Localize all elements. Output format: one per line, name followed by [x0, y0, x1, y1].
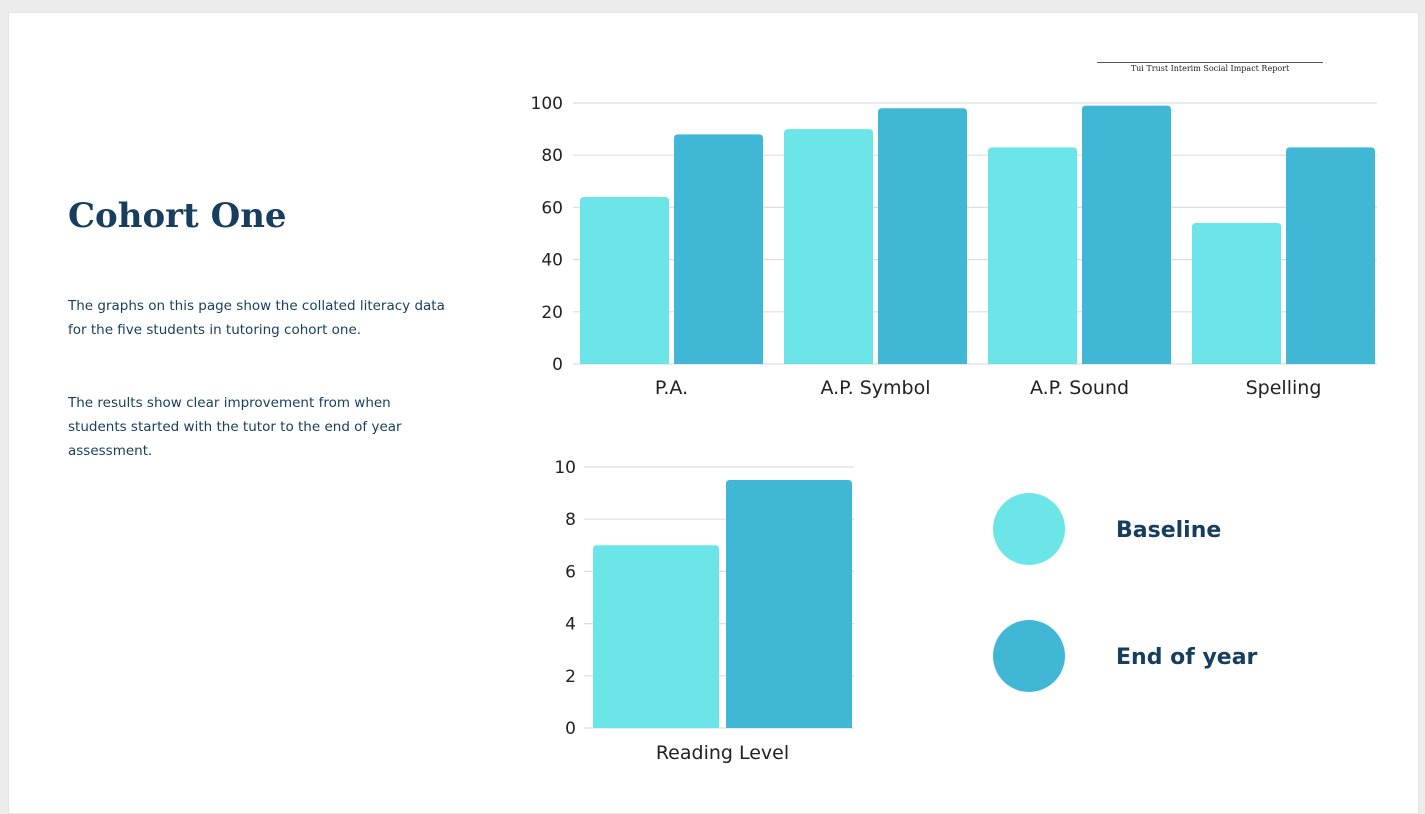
- reading-level-bar-chart: 0 2 4 6 8 10 Reading Level: [554, 458, 854, 764]
- bar-baseline: [988, 147, 1077, 364]
- y-tick-label: 0: [552, 355, 563, 375]
- bar-baseline: [593, 545, 719, 728]
- bar-end-of-year: [878, 108, 967, 364]
- y-tick-label: 4: [565, 615, 576, 635]
- bar-baseline: [1192, 223, 1281, 364]
- bar-baseline: [580, 196, 669, 364]
- chart-legend: Baseline End of year: [993, 493, 1258, 692]
- literacy-bar-chart: 0 20 40 60 80 100 P.A. A.P. Symbol A.P. Sound Spe…: [531, 94, 1377, 399]
- legend-label-baseline: Baseline: [1116, 518, 1221, 543]
- bar-baseline: [784, 129, 873, 364]
- bar-end-of-year: [674, 134, 763, 364]
- bar-end-of-year: [726, 480, 852, 728]
- legend-swatch-end-of-year: [993, 620, 1065, 692]
- x-category-label: A.P. Symbol: [820, 377, 930, 399]
- x-category-label: P.A.: [655, 377, 688, 399]
- x-category-label: Spelling: [1246, 377, 1322, 399]
- x-category-label: A.P. Sound: [1030, 377, 1129, 399]
- y-tick-label: 100: [531, 94, 563, 114]
- y-tick-label: 80: [541, 146, 563, 166]
- y-tick-label: 8: [565, 510, 576, 530]
- y-tick-label: 6: [565, 562, 576, 582]
- y-tick-label: 0: [565, 719, 576, 739]
- bar-end-of-year: [1082, 105, 1171, 365]
- legend-swatch-baseline: [993, 493, 1065, 565]
- bar-end-of-year: [1286, 147, 1375, 364]
- legend-label-end-of-year: End of year: [1116, 645, 1258, 670]
- y-tick-label: 2: [565, 667, 576, 687]
- y-tick-label: 10: [554, 458, 576, 478]
- description-paragraph-1: The graphs on this page show the collate…: [68, 298, 445, 338]
- y-tick-label: 60: [541, 198, 563, 218]
- page-title: Cohort One: [68, 196, 287, 236]
- report-header: Tui Trust Interim Social Impact Report: [1097, 62, 1323, 73]
- y-tick-label: 40: [541, 251, 563, 271]
- description-paragraph-2: The results show clear improvement from …: [68, 395, 402, 459]
- x-category-label: Reading Level: [656, 742, 789, 764]
- y-tick-label: 20: [541, 303, 563, 323]
